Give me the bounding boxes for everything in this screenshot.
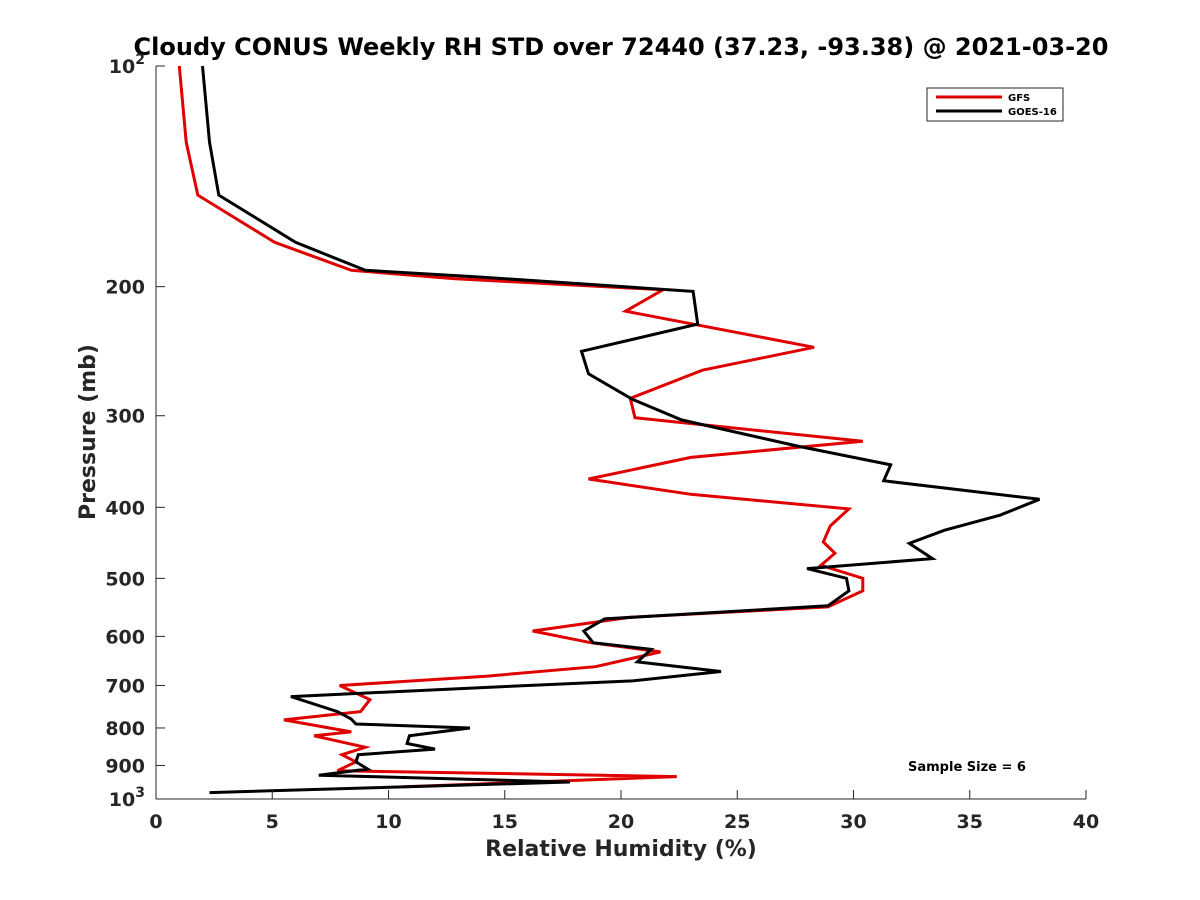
x-tick-layer: 0 5 10 15 20 25 30 35 40 — [149, 790, 1099, 833]
legend-box — [926, 87, 1064, 122]
x-tick-label: 10 — [375, 811, 401, 833]
y-tick-label: 300 — [105, 406, 145, 428]
y-tick-label: 102 — [109, 52, 145, 78]
x-tick-label: 25 — [724, 811, 750, 833]
x-tick-label: 0 — [149, 811, 162, 833]
legend-label-gfs: GFS — [1008, 93, 1030, 104]
y-axis-label: Pressure (mb) — [76, 344, 101, 520]
y-tick-label: 103 — [109, 785, 145, 811]
y-tick-label: 200 — [105, 277, 145, 299]
y-tick-label: 900 — [105, 755, 145, 777]
x-tick-label: 15 — [492, 811, 518, 833]
x-tick-label: 40 — [1073, 811, 1099, 833]
sample-size-annotation: Sample Size = 6 — [908, 760, 1026, 775]
x-tick-label: 30 — [840, 811, 866, 833]
y-tick-label: 500 — [105, 568, 145, 590]
x-tick-label: 35 — [957, 811, 983, 833]
y-tick-label: 400 — [105, 497, 145, 519]
chart-title: Cloudy CONUS Weekly RH STD over 72440 (3… — [134, 33, 1109, 61]
y-tick-label: 800 — [105, 718, 145, 740]
series-line-goes-16 — [201, 65, 1041, 795]
y-tick-label: 700 — [105, 675, 145, 697]
legend-entries: GFS GOES-16 — [936, 93, 1057, 118]
x-tick-label: 20 — [608, 811, 634, 833]
x-axis-label: Relative Humidity (%) — [485, 837, 757, 862]
legend: GFS GOES-16 — [926, 87, 1064, 122]
series-line-gfs — [177, 65, 865, 789]
legend-label-goes-16: GOES-16 — [1008, 107, 1057, 118]
x-tick-label: 5 — [266, 811, 279, 833]
y-tick-layer: 102 200 300 400 500 600 700 800 900 103 — [105, 52, 165, 811]
y-tick-label: 600 — [105, 626, 145, 648]
series-layer — [177, 65, 1041, 795]
